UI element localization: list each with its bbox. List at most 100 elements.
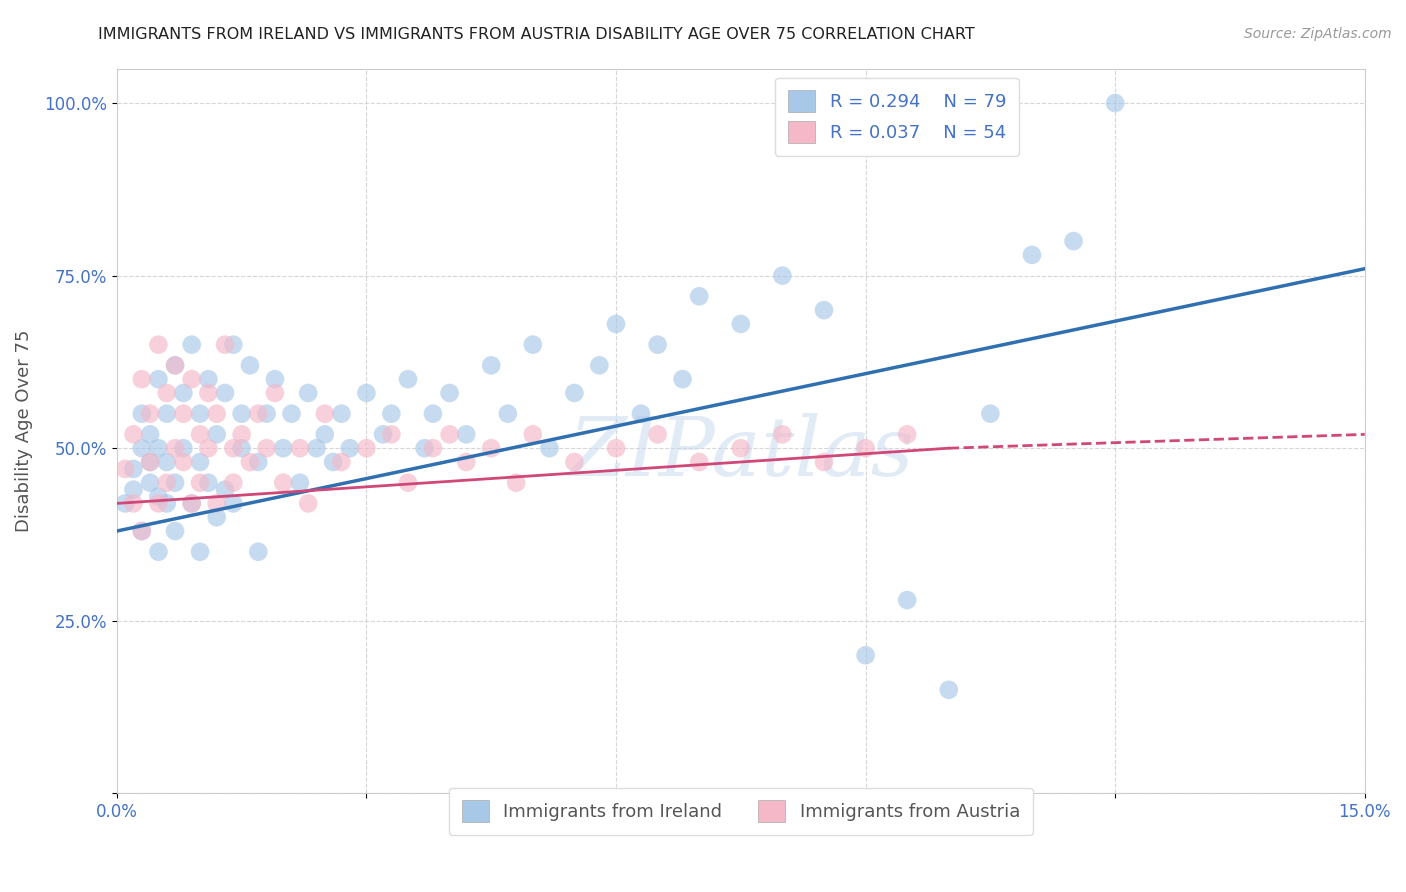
Point bbox=[188, 475, 211, 490]
Point bbox=[180, 372, 202, 386]
Point bbox=[522, 337, 544, 351]
Point bbox=[222, 496, 245, 510]
Point bbox=[172, 386, 194, 401]
Point bbox=[605, 441, 627, 455]
Point bbox=[688, 455, 710, 469]
Point bbox=[122, 427, 145, 442]
Point bbox=[330, 407, 353, 421]
Point bbox=[148, 490, 170, 504]
Point bbox=[422, 407, 444, 421]
Point bbox=[231, 441, 253, 455]
Point bbox=[314, 427, 336, 442]
Point bbox=[148, 441, 170, 455]
Point bbox=[564, 386, 586, 401]
Point bbox=[271, 475, 294, 490]
Point bbox=[1104, 96, 1126, 111]
Point bbox=[122, 496, 145, 510]
Point bbox=[647, 427, 669, 442]
Point bbox=[730, 317, 752, 331]
Point bbox=[288, 441, 311, 455]
Point bbox=[205, 427, 228, 442]
Point bbox=[231, 427, 253, 442]
Point bbox=[505, 475, 527, 490]
Point bbox=[380, 407, 402, 421]
Point bbox=[297, 386, 319, 401]
Point bbox=[588, 359, 610, 373]
Point bbox=[188, 407, 211, 421]
Point bbox=[855, 648, 877, 663]
Point bbox=[156, 496, 179, 510]
Point bbox=[139, 407, 162, 421]
Point bbox=[156, 475, 179, 490]
Point bbox=[605, 317, 627, 331]
Point bbox=[422, 441, 444, 455]
Point bbox=[222, 475, 245, 490]
Point bbox=[156, 407, 179, 421]
Point bbox=[322, 455, 344, 469]
Point bbox=[770, 427, 793, 442]
Point bbox=[855, 441, 877, 455]
Point bbox=[371, 427, 394, 442]
Point bbox=[1063, 234, 1085, 248]
Point bbox=[131, 524, 153, 538]
Point bbox=[630, 407, 652, 421]
Point bbox=[538, 441, 561, 455]
Point bbox=[188, 427, 211, 442]
Point bbox=[564, 455, 586, 469]
Point bbox=[356, 386, 378, 401]
Point bbox=[479, 441, 502, 455]
Point bbox=[139, 427, 162, 442]
Point bbox=[896, 593, 918, 607]
Point bbox=[231, 407, 253, 421]
Y-axis label: Disability Age Over 75: Disability Age Over 75 bbox=[15, 330, 32, 533]
Point bbox=[280, 407, 302, 421]
Point bbox=[339, 441, 361, 455]
Point bbox=[205, 510, 228, 524]
Point bbox=[813, 303, 835, 318]
Text: ZIPatlas: ZIPatlas bbox=[568, 413, 914, 492]
Point bbox=[180, 337, 202, 351]
Point bbox=[479, 359, 502, 373]
Point bbox=[172, 441, 194, 455]
Point bbox=[297, 496, 319, 510]
Point bbox=[396, 475, 419, 490]
Point bbox=[256, 407, 278, 421]
Point bbox=[288, 475, 311, 490]
Point bbox=[356, 441, 378, 455]
Point bbox=[139, 455, 162, 469]
Point bbox=[148, 337, 170, 351]
Legend: Immigrants from Ireland, Immigrants from Austria: Immigrants from Ireland, Immigrants from… bbox=[449, 788, 1032, 835]
Point bbox=[122, 483, 145, 497]
Point bbox=[396, 372, 419, 386]
Point bbox=[205, 407, 228, 421]
Point bbox=[188, 545, 211, 559]
Point bbox=[214, 337, 236, 351]
Point bbox=[139, 475, 162, 490]
Point bbox=[730, 441, 752, 455]
Point bbox=[896, 427, 918, 442]
Point bbox=[413, 441, 436, 455]
Point bbox=[148, 372, 170, 386]
Point bbox=[522, 427, 544, 442]
Point bbox=[456, 427, 478, 442]
Point bbox=[247, 407, 270, 421]
Point bbox=[197, 475, 219, 490]
Point bbox=[214, 386, 236, 401]
Point bbox=[264, 386, 287, 401]
Point bbox=[688, 289, 710, 303]
Point bbox=[222, 337, 245, 351]
Point bbox=[148, 496, 170, 510]
Point bbox=[380, 427, 402, 442]
Point bbox=[239, 455, 262, 469]
Point bbox=[197, 441, 219, 455]
Text: IMMIGRANTS FROM IRELAND VS IMMIGRANTS FROM AUSTRIA DISABILITY AGE OVER 75 CORREL: IMMIGRANTS FROM IRELAND VS IMMIGRANTS FR… bbox=[98, 27, 976, 42]
Point bbox=[148, 545, 170, 559]
Point bbox=[114, 496, 136, 510]
Point bbox=[139, 455, 162, 469]
Point bbox=[122, 462, 145, 476]
Point bbox=[165, 441, 187, 455]
Point bbox=[131, 441, 153, 455]
Point bbox=[770, 268, 793, 283]
Point bbox=[314, 407, 336, 421]
Point bbox=[439, 386, 461, 401]
